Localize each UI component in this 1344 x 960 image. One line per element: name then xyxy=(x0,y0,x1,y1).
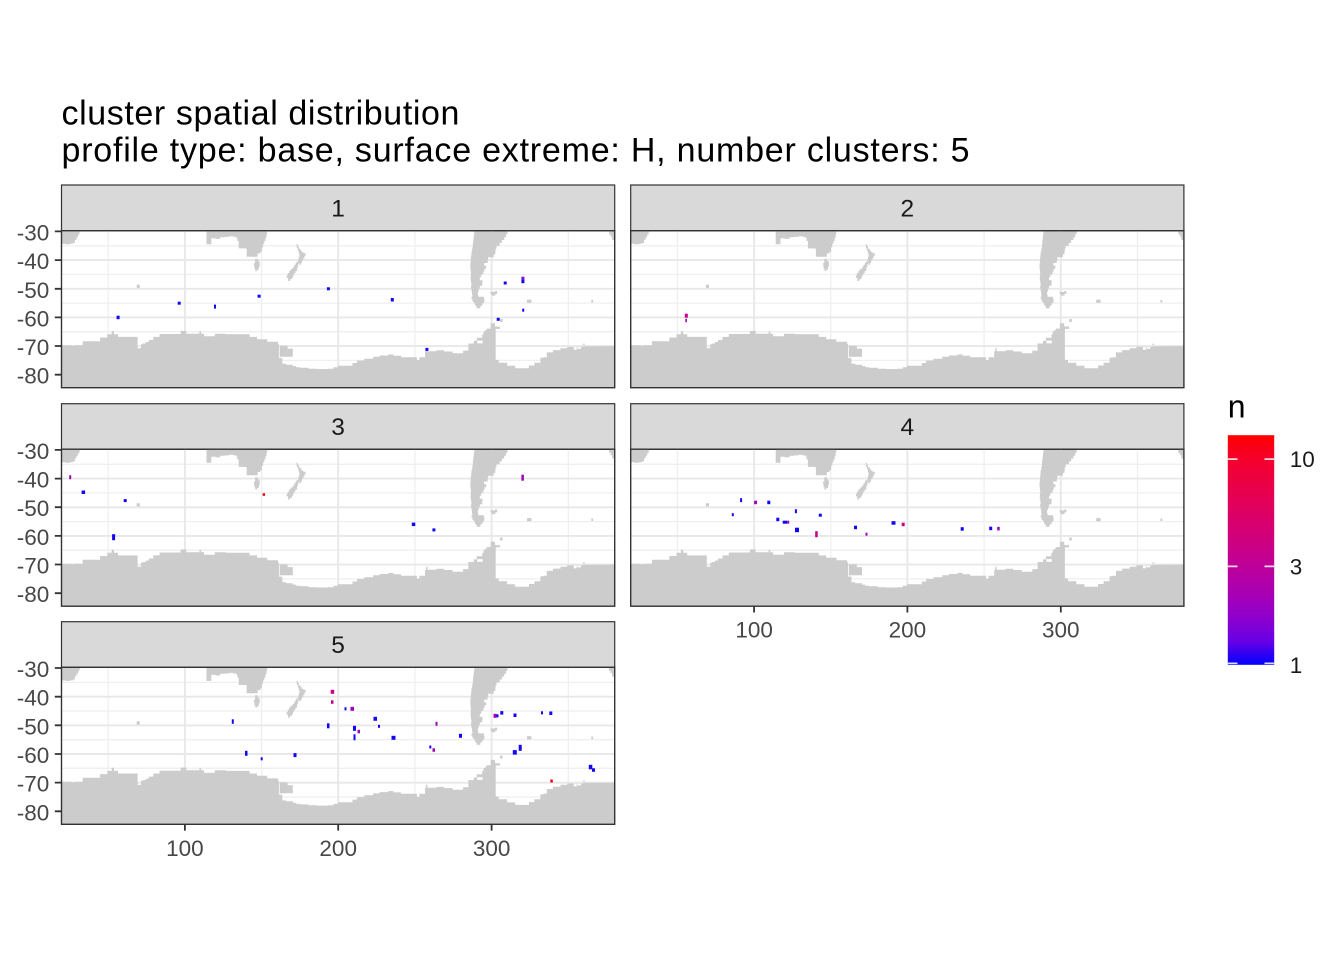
svg-text:100: 100 xyxy=(166,836,204,861)
svg-text:100: 100 xyxy=(735,618,773,643)
svg-text:-40: -40 xyxy=(17,686,50,711)
svg-text:200: 200 xyxy=(319,836,357,861)
svg-text:4: 4 xyxy=(900,414,914,441)
svg-text:-80: -80 xyxy=(17,364,50,389)
svg-text:300: 300 xyxy=(473,836,511,861)
svg-text:-40: -40 xyxy=(17,468,50,493)
svg-text:3: 3 xyxy=(331,414,345,441)
svg-text:cluster spatial distribution: cluster spatial distribution xyxy=(62,95,461,133)
svg-text:-50: -50 xyxy=(17,278,50,303)
svg-text:200: 200 xyxy=(889,618,927,643)
svg-text:-70: -70 xyxy=(17,335,50,360)
svg-text:-50: -50 xyxy=(17,714,50,739)
svg-text:1: 1 xyxy=(331,195,345,222)
svg-text:n: n xyxy=(1228,388,1246,424)
svg-text:-80: -80 xyxy=(17,800,50,825)
svg-text:-60: -60 xyxy=(17,743,50,768)
svg-text:5: 5 xyxy=(331,632,345,659)
svg-text:-30: -30 xyxy=(17,220,50,245)
svg-text:-30: -30 xyxy=(17,439,50,464)
svg-text:-60: -60 xyxy=(17,306,50,331)
svg-text:-50: -50 xyxy=(17,496,50,521)
svg-text:-40: -40 xyxy=(17,249,50,274)
svg-text:-60: -60 xyxy=(17,525,50,550)
svg-text:profile type: base, surface ex: profile type: base, surface extreme: H, … xyxy=(62,131,971,169)
svg-text:2: 2 xyxy=(900,195,914,222)
svg-text:300: 300 xyxy=(1042,618,1080,643)
svg-text:1: 1 xyxy=(1290,653,1303,678)
svg-text:-70: -70 xyxy=(17,554,50,579)
svg-text:3: 3 xyxy=(1290,555,1303,580)
svg-text:-70: -70 xyxy=(17,772,50,797)
svg-text:-80: -80 xyxy=(17,582,50,607)
svg-text:-30: -30 xyxy=(17,657,50,682)
svg-text:10: 10 xyxy=(1290,447,1315,472)
